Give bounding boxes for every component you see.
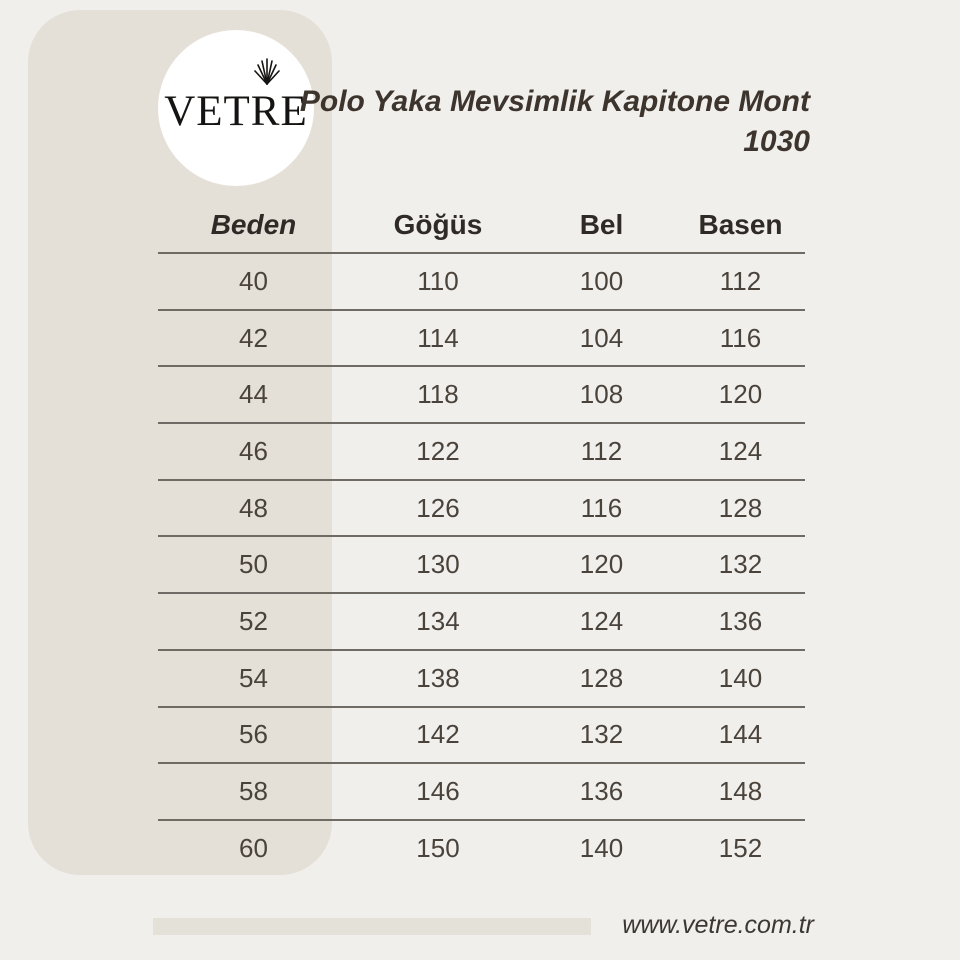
table-row: 48 126 116 128 bbox=[158, 481, 805, 538]
size-value: 52 bbox=[239, 605, 268, 636]
brand-logo: VETRE bbox=[158, 30, 314, 186]
waist-value: 120 bbox=[579, 549, 624, 580]
waist-value: 100 bbox=[579, 265, 624, 296]
size-value: 44 bbox=[239, 379, 268, 410]
size-table: Beden Göğüs Bel Basen 40 110 100 112 42 … bbox=[158, 198, 805, 876]
size-value: 48 bbox=[239, 492, 268, 523]
size-value: 54 bbox=[239, 662, 268, 693]
chest-value: 122 bbox=[416, 435, 460, 466]
page-title: Polo Yaka Mevsimlik Kapitone Mont 1030 bbox=[300, 82, 810, 162]
column-header-basen: Basen bbox=[698, 209, 783, 240]
chest-value: 134 bbox=[416, 605, 460, 636]
waist-value: 128 bbox=[579, 662, 624, 693]
chest-value: 126 bbox=[416, 492, 460, 523]
page-title-line2: 1030 bbox=[743, 125, 810, 158]
table-row: 44 118 108 120 bbox=[158, 367, 805, 425]
website-url: www.vetre.com.tr bbox=[622, 911, 814, 939]
size-value: 40 bbox=[239, 265, 268, 296]
page-title-line1: Polo Yaka Mevsimlik Kapitone Mont bbox=[299, 85, 810, 118]
hip-value: 148 bbox=[718, 776, 763, 807]
table-row: 58 146 136 148 bbox=[158, 764, 805, 821]
waist-value: 132 bbox=[579, 719, 624, 750]
size-value: 58 bbox=[239, 776, 268, 807]
table-row: 60 150 140 152 bbox=[158, 821, 805, 876]
size-value: 56 bbox=[239, 719, 268, 750]
chest-value: 138 bbox=[416, 662, 460, 693]
chest-value: 146 bbox=[416, 776, 460, 807]
hip-value: 124 bbox=[718, 435, 763, 466]
brand-logo-text: VETRE bbox=[164, 87, 308, 135]
column-header-bel: Bel bbox=[579, 209, 624, 240]
size-value: 60 bbox=[239, 832, 268, 863]
table-row: 56 142 132 144 bbox=[158, 708, 805, 765]
chest-value: 150 bbox=[416, 832, 460, 863]
waist-value: 108 bbox=[579, 379, 624, 410]
hip-value: 144 bbox=[718, 719, 763, 750]
hip-value: 112 bbox=[719, 265, 762, 296]
hip-value: 128 bbox=[718, 492, 763, 523]
waist-value: 116 bbox=[580, 492, 623, 523]
hip-value: 132 bbox=[718, 549, 763, 580]
table-row: 42 114 104 116 bbox=[158, 311, 805, 368]
table-row: 46 122 112 124 bbox=[158, 424, 805, 481]
table-row: 50 130 120 132 bbox=[158, 537, 805, 595]
size-value: 50 bbox=[239, 549, 268, 580]
hip-value: 140 bbox=[718, 662, 763, 693]
chest-value: 142 bbox=[416, 719, 460, 750]
size-value: 46 bbox=[239, 435, 268, 466]
table-row: 40 110 100 112 bbox=[158, 254, 805, 311]
chest-value: 130 bbox=[416, 549, 460, 580]
table-header-row: Beden Göğüs Bel Basen bbox=[158, 198, 805, 254]
table-row: 52 134 124 136 bbox=[158, 594, 805, 651]
waist-value: 124 bbox=[579, 605, 624, 636]
column-header-beden: Beden bbox=[210, 209, 297, 240]
waist-value: 112 bbox=[580, 435, 623, 466]
hip-value: 152 bbox=[718, 832, 763, 863]
table-row: 54 138 128 140 bbox=[158, 651, 805, 708]
chest-value: 110 bbox=[417, 265, 459, 296]
chest-value: 118 bbox=[417, 379, 459, 410]
leaf-icon bbox=[254, 58, 280, 85]
hip-value: 120 bbox=[718, 379, 763, 410]
chest-value: 114 bbox=[417, 322, 459, 353]
column-header-gogus: Göğüs bbox=[393, 209, 483, 240]
footer-bar bbox=[153, 918, 591, 935]
hip-value: 136 bbox=[718, 605, 763, 636]
waist-value: 140 bbox=[579, 832, 624, 863]
waist-value: 136 bbox=[579, 776, 624, 807]
size-value: 42 bbox=[239, 322, 268, 353]
hip-value: 116 bbox=[719, 322, 762, 353]
waist-value: 104 bbox=[579, 322, 624, 353]
